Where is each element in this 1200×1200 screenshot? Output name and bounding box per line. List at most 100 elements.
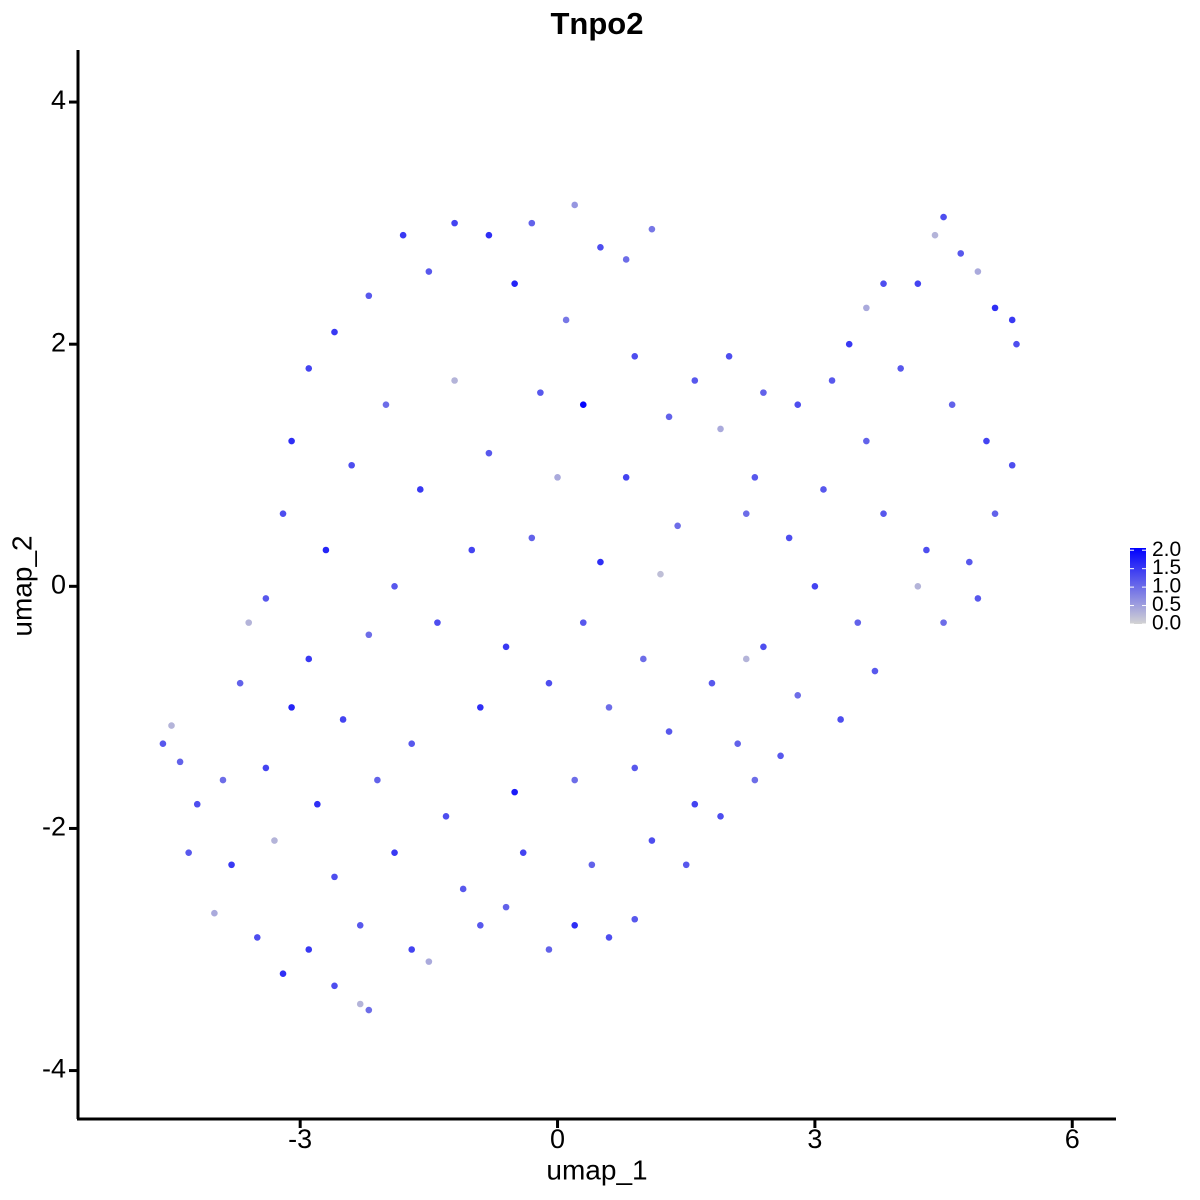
point xyxy=(331,873,338,881)
point xyxy=(691,377,699,384)
point xyxy=(545,946,553,953)
point xyxy=(622,474,630,481)
point xyxy=(356,921,364,929)
point xyxy=(914,583,922,590)
point xyxy=(794,401,802,409)
color-bar-label: 1.0 xyxy=(1152,575,1181,598)
point xyxy=(348,461,355,469)
y-tick-label: 0 xyxy=(51,569,66,599)
points xyxy=(159,201,1020,1014)
point xyxy=(528,219,536,227)
point xyxy=(622,256,630,263)
point xyxy=(751,776,759,784)
point xyxy=(399,231,407,239)
point xyxy=(682,861,690,869)
point xyxy=(665,413,673,421)
point xyxy=(468,546,476,554)
point xyxy=(631,915,639,923)
point xyxy=(322,546,330,554)
point xyxy=(605,934,613,941)
point xyxy=(236,679,244,687)
point xyxy=(391,849,398,856)
point xyxy=(785,534,793,542)
point xyxy=(1008,316,1016,324)
point xyxy=(305,946,313,953)
point xyxy=(571,921,578,929)
point xyxy=(940,213,947,221)
point xyxy=(923,546,930,554)
color-bar-label: 1.5 xyxy=(1152,556,1181,579)
color-bar-label: 2.0 xyxy=(1152,538,1181,561)
color-bar-label: 0.5 xyxy=(1152,593,1181,616)
point xyxy=(974,268,982,275)
point xyxy=(957,250,965,257)
point xyxy=(708,679,716,687)
point xyxy=(631,352,639,360)
point xyxy=(991,510,999,517)
point xyxy=(948,401,956,409)
chart-title: Tnpo2 xyxy=(551,6,644,41)
y-tick-label: 2 xyxy=(51,327,66,357)
point xyxy=(382,401,390,409)
point xyxy=(408,740,416,747)
point xyxy=(408,946,416,953)
point xyxy=(288,704,295,711)
point xyxy=(940,619,947,626)
point xyxy=(279,970,287,978)
point xyxy=(451,219,458,227)
point xyxy=(880,510,887,517)
x-tick-label: 0 xyxy=(550,1124,565,1154)
point xyxy=(219,776,227,784)
x-tick-label: 6 xyxy=(1065,1124,1080,1154)
point xyxy=(374,776,381,784)
point xyxy=(528,534,536,542)
x-tick-label: 3 xyxy=(807,1124,822,1154)
point xyxy=(279,510,287,517)
point xyxy=(760,389,767,396)
point xyxy=(365,292,373,300)
point xyxy=(228,861,235,869)
point xyxy=(734,740,741,747)
point xyxy=(966,558,973,566)
point xyxy=(459,885,467,893)
point xyxy=(648,837,656,844)
point xyxy=(631,764,639,772)
point xyxy=(425,958,433,965)
point xyxy=(717,813,724,820)
y-tick-label: 4 xyxy=(51,85,66,115)
point xyxy=(597,558,604,566)
point xyxy=(863,304,870,312)
point xyxy=(356,1000,364,1008)
point xyxy=(760,643,767,651)
point xyxy=(777,752,784,760)
point xyxy=(211,909,218,917)
point xyxy=(897,365,904,372)
point xyxy=(339,716,347,723)
point xyxy=(391,583,398,590)
y-axis-label: umap_2 xyxy=(6,535,37,636)
point xyxy=(811,583,819,590)
point xyxy=(742,655,750,663)
point xyxy=(537,389,544,396)
point xyxy=(579,619,587,626)
point xyxy=(742,510,750,517)
point xyxy=(331,982,338,990)
point xyxy=(571,776,578,784)
point xyxy=(597,244,604,251)
point xyxy=(477,921,484,929)
point xyxy=(665,728,673,735)
point xyxy=(511,788,518,796)
point xyxy=(974,595,982,602)
point xyxy=(751,474,759,481)
point xyxy=(914,280,922,287)
point xyxy=(880,280,887,287)
point xyxy=(176,758,184,766)
point xyxy=(365,631,373,639)
point xyxy=(262,595,270,602)
point xyxy=(305,655,313,663)
point xyxy=(1008,461,1016,469)
point xyxy=(691,800,699,808)
y-tick-label: -4 xyxy=(42,1054,66,1084)
point xyxy=(640,655,647,663)
